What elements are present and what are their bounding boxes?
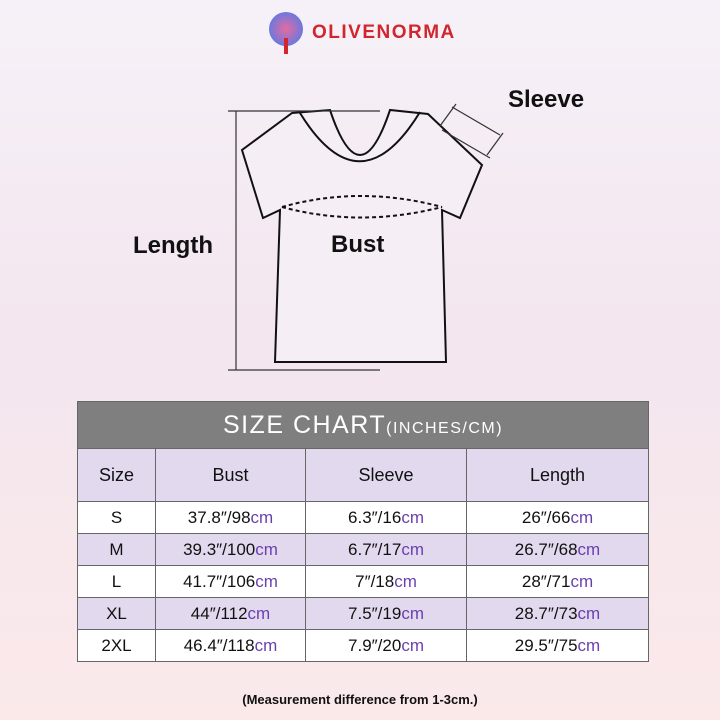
header-size: Size bbox=[77, 448, 156, 502]
size-chart-table: SIZE CHART(INCHES/CM) Size Bust Sleeve L… bbox=[77, 401, 649, 662]
sleeve-cell: 7.5″/19cm bbox=[305, 597, 467, 630]
bust-cell: 41.7″/106cm bbox=[155, 565, 306, 598]
bust-cell: 44″/112cm bbox=[155, 597, 306, 630]
header-bust: Bust bbox=[155, 448, 306, 502]
sleeve-cell: 6.7″/17cm bbox=[305, 533, 467, 566]
footnote: (Measurement difference from 1-3cm.) bbox=[242, 692, 478, 707]
length-cell: 26.7″/68cm bbox=[466, 533, 649, 566]
bust-label: Bust bbox=[331, 231, 385, 258]
table-row: M 39.3″/100cm 6.7″/17cm 26.7″/68cm bbox=[77, 533, 649, 566]
bust-cell: 37.8″/98cm bbox=[155, 501, 306, 534]
header-length: Length bbox=[466, 448, 649, 502]
size-cell: 2XL bbox=[77, 629, 156, 662]
length-label: Length bbox=[133, 232, 213, 259]
size-cell: L bbox=[77, 565, 156, 598]
sleeve-cell: 6.3″/16cm bbox=[305, 501, 467, 534]
sleeve-cell: 7.9″/20cm bbox=[305, 629, 467, 662]
length-cell: 28″/71cm bbox=[466, 565, 649, 598]
header-sleeve: Sleeve bbox=[305, 448, 467, 502]
table-row: L 41.7″/106cm 7″/18cm 28″/71cm bbox=[77, 565, 649, 598]
tree-icon bbox=[269, 12, 303, 54]
bust-cell: 39.3″/100cm bbox=[155, 533, 306, 566]
brand-name: OLIVENORMA bbox=[312, 22, 456, 43]
length-cell: 26″/66cm bbox=[466, 501, 649, 534]
table-title: SIZE CHART(INCHES/CM) bbox=[77, 401, 649, 449]
brand-logo: OLIVENORMA bbox=[266, 10, 456, 56]
size-cell: S bbox=[77, 501, 156, 534]
sleeve-cell: 7″/18cm bbox=[305, 565, 467, 598]
table-row: XL 44″/112cm 7.5″/19cm 28.7″/73cm bbox=[77, 597, 649, 630]
tshirt-diagram bbox=[228, 103, 504, 371]
size-cell: XL bbox=[77, 597, 156, 630]
size-cell: M bbox=[77, 533, 156, 566]
length-cell: 28.7″/73cm bbox=[466, 597, 649, 630]
length-cell: 29.5″/75cm bbox=[466, 629, 649, 662]
table-row: S 37.8″/98cm 6.3″/16cm 26″/66cm bbox=[77, 501, 649, 534]
bust-cell: 46.4″/118cm bbox=[155, 629, 306, 662]
table-row: 2XL 46.4″/118cm 7.9″/20cm 29.5″/75cm bbox=[77, 629, 649, 662]
sleeve-label: Sleeve bbox=[508, 86, 585, 113]
